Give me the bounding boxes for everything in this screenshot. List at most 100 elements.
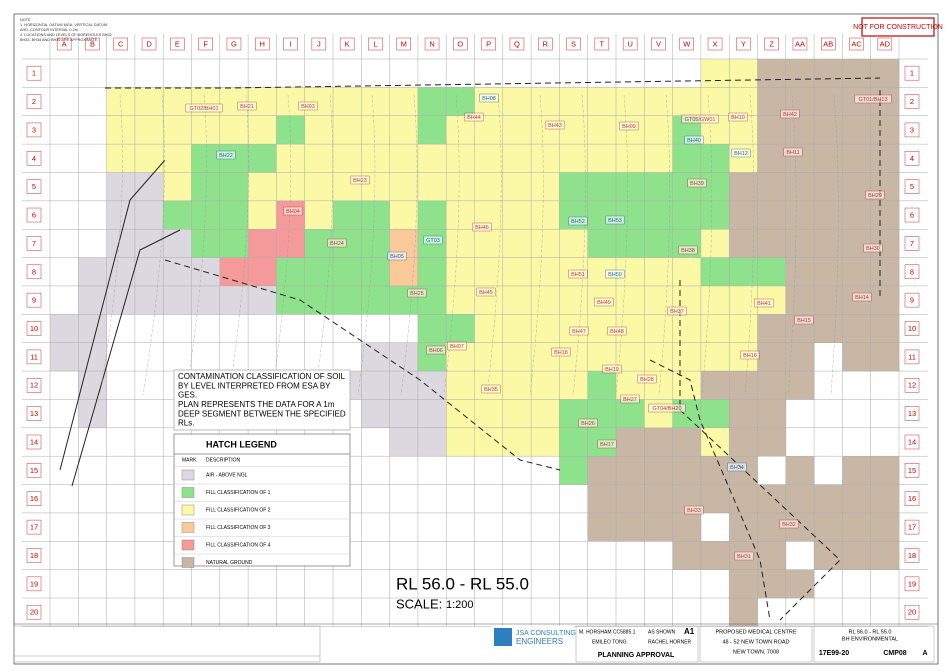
cell <box>700 200 730 230</box>
row-label-box <box>904 463 920 478</box>
cell <box>78 285 107 315</box>
cell <box>134 229 164 258</box>
legend-swatch <box>181 469 195 481</box>
cell <box>248 172 277 202</box>
cell <box>502 285 532 315</box>
sheet-border <box>13 13 939 665</box>
cell <box>785 484 815 514</box>
legend-label: FILL CLASSIFICATION OF 1 <box>206 490 271 496</box>
cell <box>757 229 787 258</box>
cell <box>417 144 447 173</box>
cell <box>700 59 730 88</box>
borehole-label: BH26 <box>581 421 595 427</box>
borehole-box <box>426 345 446 355</box>
cell <box>814 257 843 287</box>
borehole-label: BH49 <box>597 300 611 306</box>
cell <box>729 569 758 599</box>
column-label-box <box>226 37 242 51</box>
borehole-label: BH28 <box>640 377 654 383</box>
boundary-line <box>71 229 181 487</box>
cell <box>389 144 419 173</box>
cell <box>785 371 815 400</box>
borehole-box <box>578 418 598 428</box>
borehole-label: BH15 <box>797 318 811 324</box>
borehole-label: BH25 <box>410 291 424 297</box>
cell <box>644 512 673 542</box>
description-line: GES. <box>178 391 197 400</box>
borehole-label: BH10 <box>731 115 745 121</box>
borehole-box <box>605 215 625 225</box>
cell <box>417 257 447 287</box>
borehole-box <box>237 101 257 111</box>
cell <box>50 314 79 343</box>
column-label: U <box>627 39 632 48</box>
cell <box>559 144 588 173</box>
borehole-label: BH46 <box>475 225 489 231</box>
borehole-label: BH05 <box>390 254 404 260</box>
contour <box>185 94 207 396</box>
cell <box>78 342 107 372</box>
cell <box>304 285 334 315</box>
cell <box>248 285 277 315</box>
description-line: CONTAMINATION CLASSIFICATION OF SOIL <box>178 372 346 381</box>
column-label: AA <box>795 39 805 48</box>
note: BH33, BH34 AND BH35 ARE APPROXIMATE. <box>20 38 98 42</box>
row-label: 14 <box>30 437 38 446</box>
cell <box>757 399 787 429</box>
cell <box>870 342 900 372</box>
cell <box>276 257 305 287</box>
scale-label: SCALE: <box>396 596 442 611</box>
cell <box>219 172 249 202</box>
borehole-box <box>481 384 501 394</box>
cell <box>729 598 758 627</box>
cell <box>729 172 758 202</box>
cell <box>276 115 305 145</box>
legend-label: FILL CLASSIFICATION OF 3 <box>206 525 271 531</box>
borehole-label: BH38 <box>681 248 695 254</box>
borehole-box <box>551 347 571 357</box>
row-label-box <box>904 94 920 109</box>
cell <box>757 59 787 88</box>
cell <box>502 342 532 372</box>
cell <box>672 399 702 429</box>
column-label: T <box>600 39 605 48</box>
cell <box>531 200 560 230</box>
borehole-box <box>327 238 347 248</box>
row-label: 19 <box>908 579 916 588</box>
borehole-box <box>607 326 627 336</box>
column-label-box <box>424 37 440 51</box>
cell <box>163 144 192 173</box>
cell <box>446 257 475 287</box>
cell <box>729 285 758 315</box>
column-label-box <box>481 37 496 51</box>
borehole-label: BH19 <box>605 367 619 373</box>
cell <box>446 200 475 230</box>
project: PROPOSED MEDICAL CENTRE <box>715 629 796 635</box>
cell <box>304 144 334 173</box>
cell <box>502 427 532 457</box>
drawn: M. HORSHAM CC5885.1 <box>579 629 636 635</box>
borehole-box <box>602 364 622 374</box>
column-label-box <box>113 37 128 51</box>
cell <box>248 87 277 117</box>
borehole-box <box>620 394 640 404</box>
cell <box>248 144 277 173</box>
cell <box>870 484 900 514</box>
column-label-box <box>849 37 864 51</box>
cell <box>672 456 702 485</box>
row-label-box <box>904 604 920 620</box>
legend-swatch <box>181 557 195 568</box>
cell <box>644 172 673 202</box>
cell <box>276 87 305 117</box>
note: 2. LOCATIONS AND LEVELS OF BOREHOLES BH3… <box>20 33 112 37</box>
borehole-box <box>731 148 751 158</box>
cell <box>248 200 277 230</box>
contour <box>787 94 797 396</box>
cell <box>304 257 334 287</box>
cell <box>361 115 390 145</box>
boundary-line <box>59 159 166 471</box>
cell <box>389 371 419 400</box>
cell <box>163 229 192 258</box>
legend-frame <box>173 433 351 567</box>
